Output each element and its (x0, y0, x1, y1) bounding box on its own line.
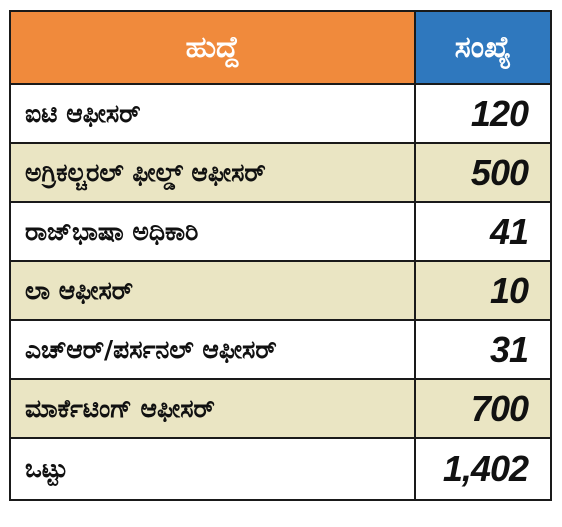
count-cell: 120 (414, 83, 552, 144)
count-cell: 31 (414, 319, 552, 380)
header-count: ಸಂಖ್ಯೆ (414, 10, 552, 85)
count-cell: 10 (414, 260, 552, 321)
post-cell: ರಾಜ್‌ಭಾಷಾ ಅಧಿಕಾರಿ (9, 201, 416, 262)
header-row: ಹುದ್ದೆ ಸಂಖ್ಯೆ (9, 10, 552, 85)
total-label: ಒಟ್ಟು (9, 437, 416, 501)
post-cell: ಲಾ ಆಫೀಸರ್ (9, 260, 416, 321)
table-row: ಐಟಿ ಆಫೀಸರ್ 120 (9, 83, 552, 144)
post-cell: ಅಗ್ರಿಕಲ್ಚರಲ್ ಫೀಲ್ಡ್ ಆಫೀಸರ್ (9, 142, 416, 203)
posts-table: ಹುದ್ದೆ ಸಂಖ್ಯೆ ಐಟಿ ಆಫೀಸರ್ 120 ಅಗ್ರಿಕಲ್ಚರಲ… (9, 10, 552, 501)
total-count: 1,402 (414, 437, 552, 501)
post-cell: ಮಾರ್ಕೆಟಿಂಗ್ ಆಫೀಸರ್ (9, 378, 416, 439)
header-post: ಹುದ್ದೆ (9, 10, 416, 85)
post-cell: ಐಟಿ ಆಫೀಸರ್ (9, 83, 416, 144)
table-row: ಲಾ ಆಫೀಸರ್ 10 (9, 260, 552, 321)
posts-table-container: ಹುದ್ದೆ ಸಂಖ್ಯೆ ಐಟಿ ಆಫೀಸರ್ 120 ಅಗ್ರಿಕಲ್ಚರಲ… (9, 10, 552, 501)
table-row: ರಾಜ್‌ಭಾಷಾ ಅಧಿಕಾರಿ 41 (9, 201, 552, 262)
table-row: ಅಗ್ರಿಕಲ್ಚರಲ್ ಫೀಲ್ಡ್ ಆಫೀಸರ್ 500 (9, 142, 552, 203)
count-cell: 500 (414, 142, 552, 203)
count-cell: 700 (414, 378, 552, 439)
post-cell: ಎಚ್‌ಆರ್/ಪರ್ಸನಲ್ ಆಫೀಸರ್ (9, 319, 416, 380)
table-row: ಎಚ್‌ಆರ್/ಪರ್ಸನಲ್ ಆಫೀಸರ್ 31 (9, 319, 552, 380)
total-row: ಒಟ್ಟು 1,402 (9, 437, 552, 501)
table-row: ಮಾರ್ಕೆಟಿಂಗ್ ಆಫೀಸರ್ 700 (9, 378, 552, 439)
count-cell: 41 (414, 201, 552, 262)
